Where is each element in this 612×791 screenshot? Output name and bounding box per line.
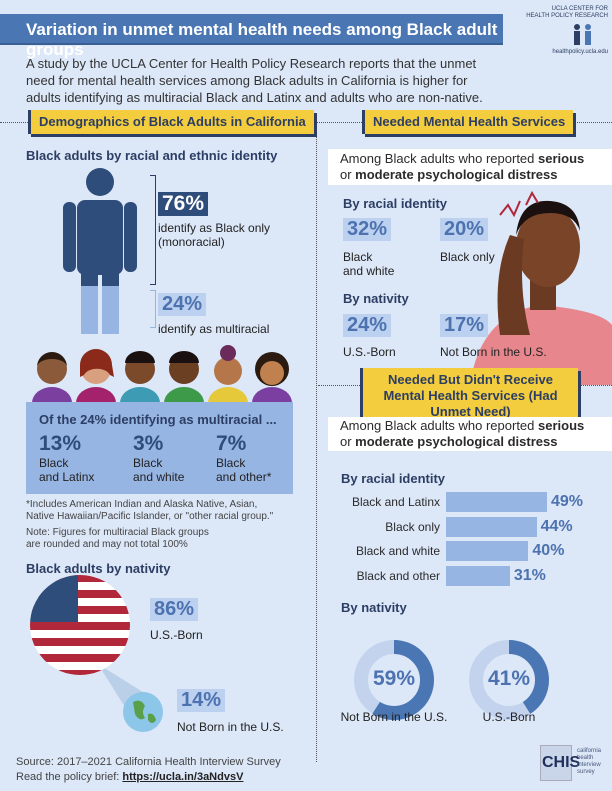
intro-bold: serious [538,151,585,166]
mono-label: identify as Black only (monoracial) [158,221,271,249]
multi-item-pct: 3% [133,432,164,455]
person-figure [63,168,137,334]
needed-label: U.S.-Born [343,345,396,359]
bracket [150,290,156,328]
intro-text: or [340,167,356,182]
needed-pct: 20% [440,218,489,241]
needed-label: Not Born in the U.S. [440,345,547,359]
distressed-man-illustration [470,190,612,385]
multi-item-pct: 7% [216,432,247,455]
donut-value-label: 59% [372,667,416,690]
brief-label: Read the policy brief: [16,771,123,783]
us-born-pct: 86% [150,598,199,621]
multi-item-label: and white [133,470,185,484]
chis-logo: CHIS california health interview survey [540,745,608,781]
chis-subtext: california health interview survey [577,748,602,775]
section-heading-unmet: Needed But Didn't Receive Mental Health … [360,368,578,424]
intro-text: Among Black adults who reported [340,151,538,166]
multiracial-box: Of the 24% identifying as multiracial ..… [26,402,293,494]
logo-url: healthpolicy.ucla.edu [552,49,608,55]
nativity-title: Black adults by nativity [26,561,171,576]
flag-globe-illustration [30,575,163,732]
donut-label: Not Born in the U.S. [340,710,448,724]
chis-text: CHIS [542,754,581,771]
intro-text: Among Black adults who reported [340,418,538,433]
logo-line: HEALTH POLICY RESEARCH [526,13,608,19]
needed-pct: 32% [343,218,392,241]
donut-chart [469,640,549,720]
bar-label: Black only [385,519,440,534]
multi-item-pct: 13% [39,432,82,455]
donut-label: U.S.-Born [482,710,536,724]
unmet-nativity-title: By nativity [341,600,407,615]
bar-value-label: 49% [550,493,583,510]
needed-intro: Among Black adults who reported serious … [328,149,612,185]
donut-chart [354,640,434,720]
multi-item-label: Black [216,456,246,470]
mono-pct: 76% [158,192,209,216]
bar [446,516,537,537]
bar-label: Black and Latinx [351,495,440,509]
multi-item-label: Black [39,456,69,470]
section-heading-needed: Needed Mental Health Services [362,110,574,134]
multi-item: 3% Black and white [133,432,184,484]
multi-pct: 24% [158,293,207,316]
bar-value-label: 40% [532,542,565,559]
bar [446,541,529,561]
multi-item: 13% Black and Latinx [39,432,94,484]
page-title: Variation in unmet mental health needs a… [0,14,503,59]
needed-label: Black and white [343,250,394,278]
intro-text: A study by the UCLA Center for Health Po… [26,56,483,105]
unmet-intro: Among Black adults who reported serious … [328,417,612,451]
needed-nativity-title: By nativity [343,291,409,306]
section-heading-demographics: Demographics of Black Adults in Californ… [28,110,314,134]
bracket [150,175,156,285]
note: Note: Figures for multiracial Black grou… [26,527,209,550]
multi-label: identify as multiracial [158,322,270,336]
donut-segment [354,640,434,720]
bar [446,565,510,586]
multi-item-label: and other* [216,470,272,484]
bar-value-label: 44% [540,517,573,535]
label-line: and white [343,264,395,278]
multi-item: 7% Black and other* [216,432,271,484]
identity-title: Black adults by racial and ethnic identi… [26,148,278,163]
multi-item-label: Black [133,456,163,470]
bar-value-label: 31% [513,566,546,584]
multi-item-label: and Latinx [39,470,95,484]
bar [446,492,547,512]
source-text: Source: 2017–2021 California Health Inte… [16,756,281,768]
needed-pct: 24% [343,314,392,337]
donut-segment [469,640,549,720]
multi-box-title: Of the 24% identifying as multiracial ..… [39,412,277,427]
label-line: Black [343,250,373,264]
policy-brief-link[interactable]: https://ucla.in/3aNdvsV [122,771,244,783]
faces-illustration [32,345,292,403]
needed-label: Black only [440,250,495,264]
non-native-label: Not Born in the U.S. [177,720,284,734]
ucla-logo: UCLA CENTER FOR HEALTH POLICY RESEARCH h… [508,6,608,56]
donut-value-label: 41% [487,667,531,690]
needed-pct: 17% [440,314,489,337]
intro-bold: serious [538,418,585,433]
needed-racial-title: By racial identity [343,196,448,211]
unmet-racial-title: By racial identity [341,471,446,486]
footnote: *Includes American Indian and Alaska Nat… [26,499,274,522]
us-born-label: U.S.-Born [150,628,203,642]
intro-bold: moderate psychological distress [355,167,558,182]
intro-text: or [340,434,356,449]
logo-line: UCLA CENTER FOR [551,6,608,12]
non-native-pct: 14% [177,689,226,712]
bar-label: Black and white [355,544,440,558]
bar-label: Black and other [356,568,440,583]
footer: Source: 2017–2021 California Health Inte… [16,755,281,785]
intro-bold: moderate psychological distress [355,434,558,449]
people-icon [574,24,591,45]
divider [316,122,317,762]
